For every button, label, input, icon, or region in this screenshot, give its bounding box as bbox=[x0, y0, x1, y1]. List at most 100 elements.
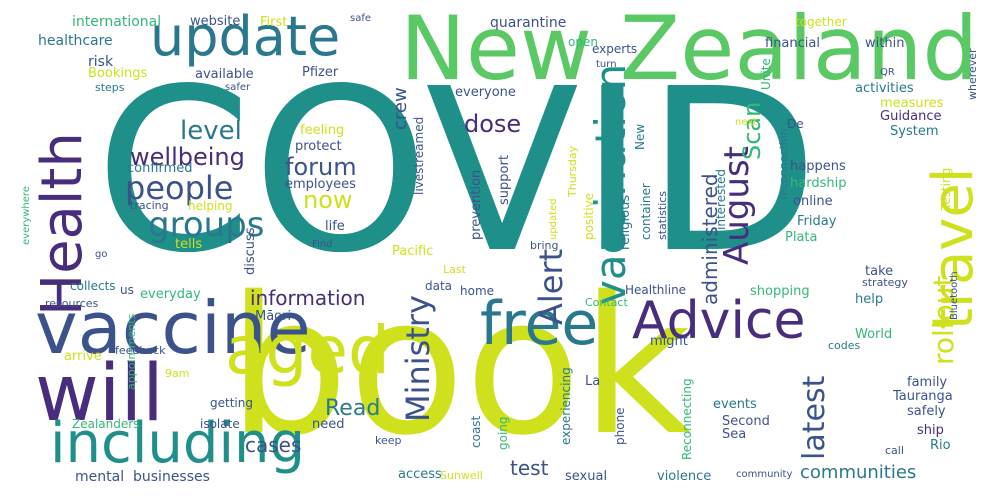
word-sea: Sea bbox=[722, 427, 747, 442]
word-updated: updated bbox=[548, 198, 559, 240]
word-quarantine: quarantine bbox=[490, 15, 567, 31]
word-going: going bbox=[496, 416, 510, 450]
word-take: take bbox=[865, 264, 894, 279]
word-de: De bbox=[787, 117, 804, 131]
word-together: together bbox=[795, 15, 847, 29]
word-confirmed: confirmed bbox=[127, 161, 193, 176]
word-ministry: Ministry bbox=[399, 295, 437, 422]
word-bluetooth: Bluetooth bbox=[949, 271, 960, 320]
word-strategy: strategy bbox=[862, 276, 908, 289]
word-next: next bbox=[735, 117, 758, 128]
word-second: Second bbox=[722, 414, 770, 429]
word-read: Read bbox=[325, 396, 381, 421]
word-vaccine: vaccine bbox=[35, 286, 311, 370]
word-vaccination: vaccination bbox=[586, 63, 635, 305]
word-family: family bbox=[907, 375, 948, 390]
word-9am: 9am bbox=[165, 367, 190, 380]
word-healthcare: healthcare bbox=[38, 33, 113, 49]
word-covid: COVID bbox=[95, 41, 819, 303]
word-testing: Testing bbox=[939, 167, 953, 210]
word-experiencing: experiencing bbox=[559, 367, 573, 445]
word-community: community bbox=[736, 469, 793, 480]
word-dose: dose bbox=[464, 110, 522, 138]
word-open: open bbox=[568, 35, 598, 49]
word-first: First bbox=[260, 15, 288, 30]
word-alert: Alert bbox=[532, 248, 570, 325]
word-bookings: Bookings bbox=[88, 66, 148, 81]
word-healthline: Healthline bbox=[625, 283, 687, 297]
word-might: might bbox=[650, 334, 688, 349]
word-website: website bbox=[190, 14, 241, 29]
word-system: System bbox=[890, 124, 939, 139]
word-feeling: feeling bbox=[300, 123, 345, 138]
word-measures: measures bbox=[880, 96, 944, 111]
word-mental: mental bbox=[75, 469, 125, 485]
word-codes: codes bbox=[828, 339, 861, 352]
word-interested: interested bbox=[714, 168, 728, 230]
word-level: level bbox=[180, 116, 242, 146]
word-call: call bbox=[885, 444, 904, 457]
word-reconnection: reconnection bbox=[777, 128, 790, 200]
word-data: data bbox=[425, 279, 453, 293]
word-employees: employees bbox=[285, 177, 356, 192]
word-safely: safely bbox=[907, 404, 946, 419]
word-will: will bbox=[35, 349, 164, 439]
word-home: home bbox=[460, 284, 495, 298]
word-everyone: everyone bbox=[455, 85, 516, 100]
word-us: us bbox=[120, 283, 134, 297]
word-thursday: Thursday bbox=[566, 145, 579, 197]
word-financial: financial bbox=[765, 36, 820, 51]
word-communities: communities bbox=[800, 462, 917, 483]
word-feedback: feedback bbox=[115, 344, 166, 357]
word-prevention: prevention bbox=[469, 169, 484, 240]
word-zealanders: Zealanders bbox=[72, 417, 140, 431]
word-turn: turn bbox=[596, 59, 617, 70]
word-collects: collects bbox=[70, 279, 116, 293]
word-everywhere: everywhere bbox=[21, 186, 32, 245]
word-support: support bbox=[497, 155, 512, 205]
word-m-ori: Māori bbox=[255, 309, 292, 324]
word-sunwell: Sunwell bbox=[440, 469, 483, 482]
word-risk: risk bbox=[88, 54, 114, 70]
word-religious: religious bbox=[618, 194, 633, 250]
word-protect: protect bbox=[295, 139, 342, 154]
word-coast: coast bbox=[469, 415, 483, 448]
word-getting: getting bbox=[210, 396, 253, 410]
word-need: need bbox=[312, 417, 345, 432]
word-statistics: statistics bbox=[656, 190, 669, 240]
word-everyday: everyday bbox=[140, 287, 201, 302]
word-new: New bbox=[633, 123, 647, 150]
word-discuss: discuss bbox=[243, 227, 258, 275]
word-tells: tells bbox=[175, 237, 203, 252]
word-last: Last bbox=[443, 263, 466, 276]
word-phone: phone bbox=[613, 407, 627, 445]
word-bring: bring bbox=[530, 239, 559, 252]
word-isolate: isolate bbox=[200, 417, 240, 431]
word-tauranga: Tauranga bbox=[893, 389, 953, 404]
word-available: available bbox=[195, 67, 254, 82]
word-online: online bbox=[793, 194, 833, 209]
word-rio: Rio bbox=[930, 438, 951, 453]
word-helping: helping bbox=[188, 199, 233, 213]
word-advice: Advice bbox=[632, 291, 806, 351]
word-access: access bbox=[398, 467, 442, 482]
word-safe: safe bbox=[350, 13, 372, 24]
word-experts: experts bbox=[592, 42, 638, 56]
word-find: Find bbox=[312, 239, 333, 250]
word-groups: groups bbox=[148, 205, 265, 245]
word-tracing: tracing bbox=[130, 199, 169, 212]
word-safer: safer bbox=[225, 82, 251, 93]
word-wherever: wherever bbox=[966, 48, 979, 100]
word-contact: Contact bbox=[585, 296, 628, 309]
word-test: test bbox=[510, 456, 549, 480]
word-positive: positive bbox=[582, 192, 596, 240]
word-unite: Unite bbox=[759, 58, 773, 90]
word-friday: Friday bbox=[797, 214, 837, 229]
word-events: events bbox=[713, 397, 757, 412]
word-book: book bbox=[228, 256, 692, 477]
word-steps: steps bbox=[95, 81, 125, 94]
word-ship: ship bbox=[917, 423, 944, 438]
word-scan: Scan bbox=[738, 101, 766, 160]
word-guidance: Guidance bbox=[880, 109, 942, 124]
